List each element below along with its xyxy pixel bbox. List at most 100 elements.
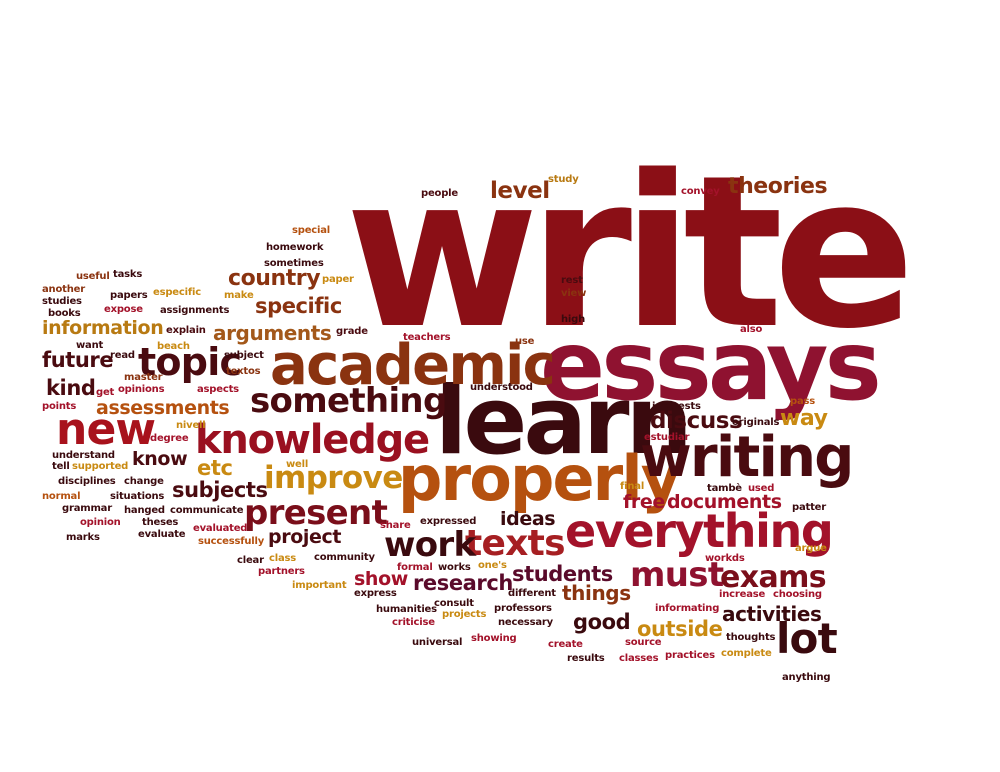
cloud-word: new: [56, 404, 156, 455]
cloud-word: change: [124, 476, 164, 487]
cloud-word: universal: [412, 637, 463, 648]
cloud-word: argue: [795, 543, 827, 554]
cloud-word: explain: [166, 325, 206, 336]
cloud-word: present: [244, 493, 388, 533]
cloud-word: nivell: [176, 420, 206, 431]
cloud-word: discuss: [650, 408, 743, 434]
cloud-word: teachers: [403, 332, 451, 343]
cloud-word: future: [42, 348, 114, 372]
cloud-word: formal: [397, 562, 433, 573]
cloud-word: class: [269, 553, 297, 564]
cloud-word: expressed: [420, 516, 477, 527]
cloud-word: papers: [110, 290, 148, 301]
cloud-word: increase: [719, 589, 766, 600]
cloud-word: important: [292, 580, 347, 591]
cloud-word: projects: [442, 609, 487, 620]
cloud-word: master: [124, 372, 163, 383]
cloud-word: study: [548, 174, 579, 185]
cloud-word: improve: [264, 460, 403, 496]
cloud-word: showing: [471, 633, 517, 644]
cloud-word: source: [625, 637, 662, 648]
cloud-word: rest: [561, 275, 583, 286]
cloud-word: professors: [494, 603, 552, 614]
cloud-word: activities: [722, 602, 822, 626]
cloud-word: tell: [52, 461, 70, 472]
cloud-word: texts: [465, 523, 566, 564]
cloud-word: learn: [435, 367, 693, 476]
cloud-word: works: [438, 562, 471, 573]
cloud-word: outside: [637, 617, 723, 641]
cloud-word: informating: [655, 603, 720, 614]
cloud-word: get: [96, 387, 115, 398]
cloud-word: convey: [681, 186, 720, 197]
cloud-word: make: [224, 290, 254, 301]
cloud-word: students: [512, 562, 613, 586]
cloud-word: necessary: [498, 617, 553, 628]
cloud-word: useful: [76, 271, 110, 282]
cloud-word: tambè: [707, 483, 742, 494]
cloud-word: etc: [197, 456, 233, 480]
cloud-word: supported: [72, 461, 129, 472]
cloud-word: paper: [322, 274, 354, 285]
cloud-word: homework: [266, 242, 324, 253]
cloud-word: workds: [705, 553, 745, 564]
cloud-word: subject: [224, 350, 264, 361]
cloud-word: express: [354, 588, 397, 599]
cloud-word: everything: [565, 504, 834, 558]
cloud-word: marks: [66, 532, 100, 543]
cloud-word: well: [286, 459, 309, 470]
cloud-word: normal: [42, 491, 81, 502]
cloud-word: final: [620, 481, 645, 492]
cloud-word: free: [623, 491, 665, 513]
cloud-word: practices: [665, 650, 715, 661]
cloud-word: choosing: [773, 589, 822, 600]
cloud-word: subjects: [172, 478, 268, 502]
cloud-word: kind: [46, 376, 96, 400]
cloud-word: level: [490, 178, 550, 204]
cloud-word: also: [740, 324, 763, 335]
cloud-word: academic: [270, 333, 556, 398]
cloud-word: write: [345, 130, 915, 375]
cloud-word: good: [573, 610, 631, 634]
cloud-word: books: [48, 308, 81, 319]
cloud-word: grammar: [62, 503, 112, 514]
cloud-word: topic: [138, 340, 242, 384]
cloud-word: grade: [336, 326, 368, 337]
cloud-word: high: [561, 314, 586, 325]
cloud-word: originals: [732, 417, 780, 428]
cloud-word: disciplines: [58, 476, 116, 487]
cloud-word: documents: [667, 491, 782, 513]
cloud-word: create: [548, 639, 583, 650]
cloud-word: points: [42, 401, 77, 412]
cloud-word: patter: [792, 502, 826, 513]
cloud-word: use: [515, 336, 535, 347]
cloud-word: one's: [478, 560, 507, 571]
cloud-word: beach: [157, 341, 190, 352]
cloud-word: share: [380, 520, 411, 531]
cloud-word: consult: [434, 598, 474, 609]
cloud-word: knowledge: [195, 417, 430, 463]
cloud-word: criticise: [392, 617, 435, 628]
cloud-word: sometimes: [264, 258, 324, 269]
cloud-word: writing: [640, 425, 854, 490]
cloud-word: assignments: [160, 305, 230, 316]
cloud-word: textos: [226, 366, 261, 377]
cloud-word: lot: [776, 614, 838, 663]
cloud-word: complete: [721, 648, 772, 659]
cloud-word: tasks: [113, 269, 143, 280]
cloud-word: show: [354, 568, 408, 590]
cloud-word: ideas: [500, 508, 556, 530]
cloud-word: understood: [470, 382, 533, 393]
cloud-word: research: [413, 571, 513, 595]
cloud-word: view: [561, 288, 587, 299]
cloud-word: classes: [619, 653, 659, 664]
cloud-word: successfully: [198, 536, 265, 547]
cloud-word: partners: [258, 566, 305, 577]
cloud-word: arguments: [213, 321, 332, 345]
cloud-word: know: [132, 448, 188, 470]
cloud-word: estudiar: [644, 432, 690, 443]
cloud-word: humanities: [376, 604, 437, 615]
cloud-word: anything: [782, 672, 831, 683]
cloud-word: hanged: [124, 505, 165, 516]
cloud-word: theses: [142, 517, 179, 528]
